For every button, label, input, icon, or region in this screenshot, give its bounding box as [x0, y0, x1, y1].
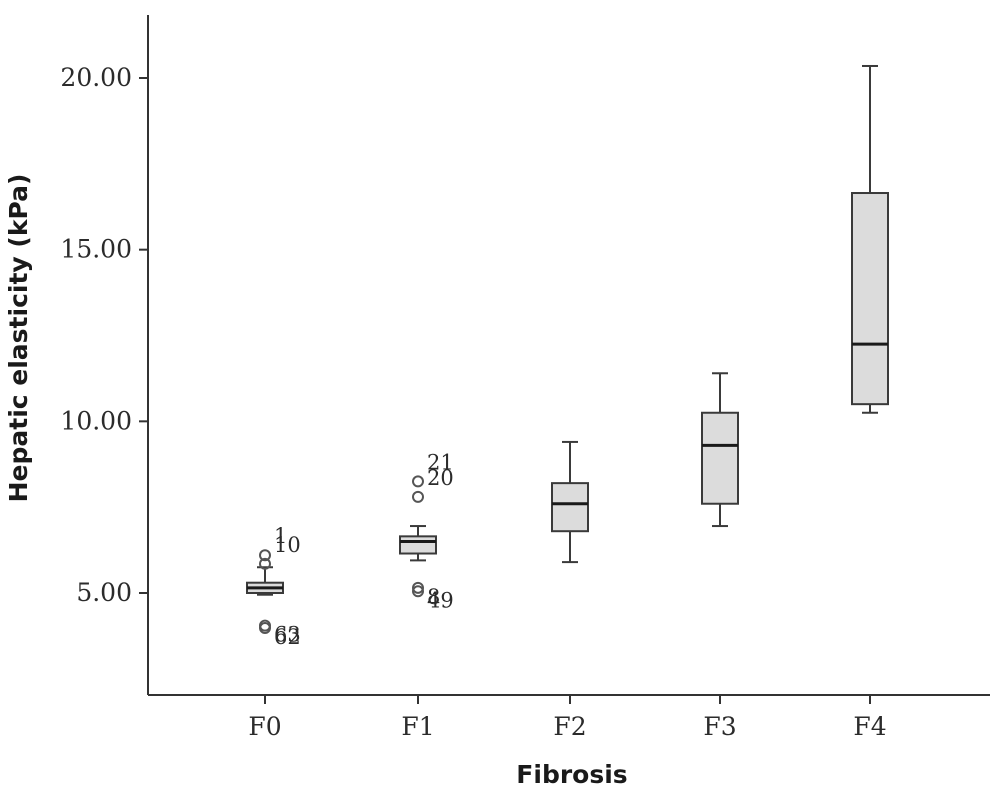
outlier-label: 1	[274, 524, 287, 548]
x-tick-label: F2	[553, 712, 586, 741]
x-tick-label: F0	[248, 712, 281, 741]
y-tick-label: 15.00	[60, 235, 132, 264]
outlier-label: 49	[427, 588, 454, 612]
x-axis-title: Fibrosis	[516, 760, 627, 789]
outlier-label: 63	[274, 623, 301, 647]
x-tick-label: F1	[401, 712, 434, 741]
outlier-label: 10	[274, 533, 301, 557]
y-tick-label: 20.00	[60, 63, 132, 92]
outlier-point	[412, 581, 424, 594]
outlier-point	[259, 622, 271, 635]
outlier-point	[412, 475, 424, 488]
outlier-point	[412, 490, 424, 503]
box-F3	[701, 411, 739, 505]
box-F4	[851, 192, 889, 406]
box-F1	[399, 535, 437, 555]
outlier-point	[259, 549, 271, 562]
box-F2	[551, 482, 589, 533]
outlier-point	[259, 557, 271, 570]
x-tick-label: F4	[853, 712, 886, 741]
outlier-label: 21	[427, 450, 454, 474]
outlier-point	[412, 585, 424, 598]
x-tick-label: F3	[703, 712, 736, 741]
y-tick-label: 5.00	[76, 578, 132, 607]
outlier-label: 8	[427, 585, 440, 609]
y-axis-title: Hepatic elasticity (kPa)	[4, 174, 33, 503]
y-tick-label: 10.00	[60, 406, 132, 435]
outlier-label: 62	[274, 625, 301, 649]
outlier-label: 20	[427, 466, 454, 490]
